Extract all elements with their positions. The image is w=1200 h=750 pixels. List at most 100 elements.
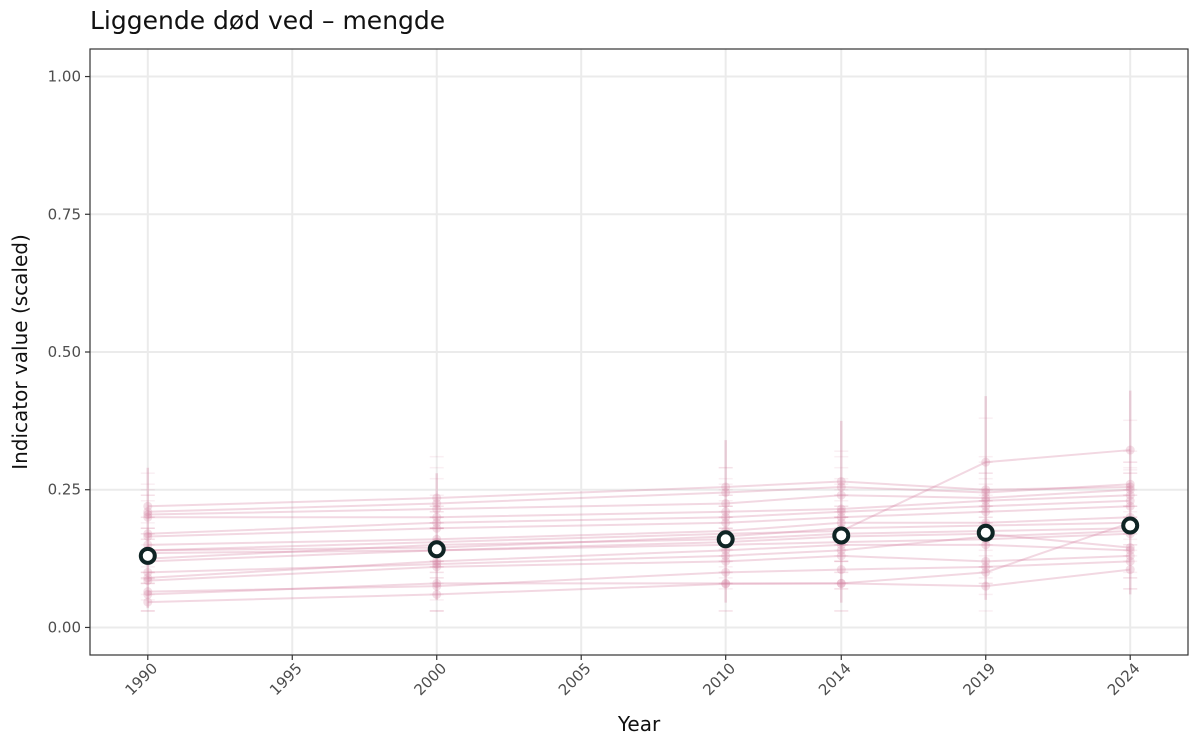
region-point <box>981 540 991 550</box>
region-point <box>432 499 442 508</box>
x-tick-label: 2000 <box>410 659 450 699</box>
region-point <box>143 589 153 599</box>
region-point <box>836 507 846 517</box>
region-line <box>147 554 1131 582</box>
region-point <box>143 540 153 550</box>
mean-point <box>716 530 735 549</box>
region-line <box>147 499 1131 535</box>
mean-point <box>427 540 446 559</box>
region-point <box>981 581 991 591</box>
region-line <box>147 494 1131 519</box>
region-point <box>432 578 442 588</box>
region-point <box>143 512 153 522</box>
region-point <box>432 559 442 569</box>
region-point <box>432 556 442 566</box>
mean-point <box>832 526 851 545</box>
y-tick-label: 0.00 <box>48 618 81 636</box>
region-point <box>721 567 731 577</box>
region-line <box>147 488 1131 516</box>
region-point <box>836 482 846 492</box>
region-point <box>721 556 731 566</box>
region-line <box>147 483 1131 513</box>
region-line <box>147 527 1131 560</box>
y-tick-label: 0.75 <box>48 205 81 223</box>
mean-point <box>1121 516 1140 535</box>
region-point <box>432 512 442 522</box>
region-point <box>721 545 731 555</box>
region-line <box>147 560 1131 593</box>
region-point <box>981 487 991 497</box>
region-point <box>836 551 846 561</box>
region-point <box>721 578 731 588</box>
region-point <box>432 581 442 591</box>
chart-title: Liggende død ved – mengde <box>90 6 446 35</box>
region-point <box>1125 445 1135 455</box>
mean-series <box>138 516 1140 565</box>
region-point <box>432 523 442 533</box>
region-point <box>143 510 153 520</box>
region-point <box>143 587 153 597</box>
region-point <box>1125 479 1135 489</box>
region-point <box>981 507 991 517</box>
x-tick-label: 2014 <box>815 659 855 699</box>
region-point <box>981 493 991 503</box>
region-line <box>147 532 1131 563</box>
region-point <box>836 504 846 514</box>
region-point <box>143 576 153 586</box>
region-point <box>721 579 731 589</box>
region-point <box>1125 551 1135 561</box>
x-tick-label: 2019 <box>959 659 999 699</box>
y-tick-label: 0.50 <box>48 343 81 361</box>
region-point <box>836 518 846 528</box>
region-point <box>1125 501 1135 511</box>
region-line <box>147 505 1131 538</box>
region-point <box>432 562 442 572</box>
y-tick-label: 1.00 <box>48 68 81 86</box>
region-point <box>721 518 731 528</box>
region-point <box>981 457 991 467</box>
region-point <box>143 532 153 542</box>
region-point <box>432 518 442 528</box>
mean-point <box>138 546 157 565</box>
region-point <box>981 485 991 495</box>
region-point <box>981 567 991 577</box>
region-point <box>836 565 846 575</box>
region-point <box>721 551 731 561</box>
region-point <box>143 567 153 577</box>
region-point <box>836 490 846 500</box>
region-point <box>1125 485 1135 495</box>
region-point <box>1125 565 1135 575</box>
region-line <box>147 530 1131 574</box>
region-point <box>432 504 442 514</box>
region-point <box>432 589 442 599</box>
region-point <box>1125 496 1135 506</box>
x-tick-label: 2024 <box>1104 659 1144 699</box>
region-point <box>143 529 153 539</box>
region-point <box>143 573 153 583</box>
axis-ticks: 0.00 0.25 0.50 0.75 1.00 1990 1995 2000 2005 2010… <box>48 68 1144 700</box>
x-tick-label: 1995 <box>266 659 306 699</box>
region-point <box>1125 543 1135 553</box>
mean-point <box>976 523 995 542</box>
region-point <box>721 482 731 492</box>
region-lines <box>143 445 1135 607</box>
region-point <box>981 496 991 506</box>
x-tick-label: 2010 <box>699 659 739 699</box>
region-point <box>1125 556 1135 566</box>
region-point <box>1125 482 1135 492</box>
region-point <box>1125 490 1135 500</box>
region-line <box>147 480 1131 508</box>
x-tick-label: 2005 <box>555 659 595 699</box>
x-axis-label: Year <box>617 712 661 736</box>
region-point <box>981 562 991 572</box>
region-line <box>147 568 1131 596</box>
region-point <box>721 512 731 522</box>
region-point <box>143 501 153 511</box>
region-line <box>147 521 1131 604</box>
region-point <box>836 545 846 555</box>
region-point <box>836 512 846 522</box>
region-point <box>1125 545 1135 555</box>
grid-lines <box>90 49 1188 655</box>
region-point <box>721 507 731 517</box>
